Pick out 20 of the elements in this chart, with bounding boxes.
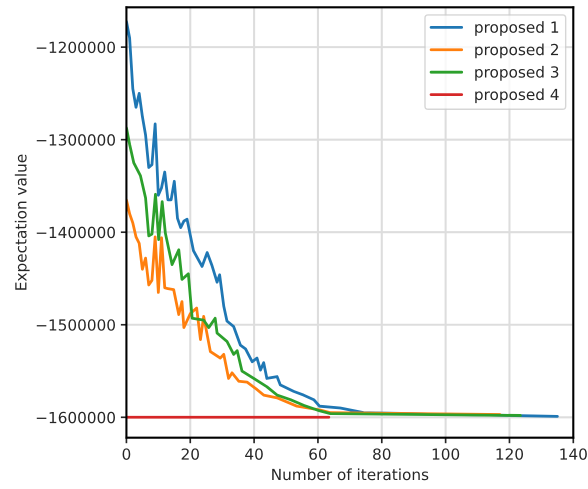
y-axis-title: Expectation value [14,154,30,290]
x-tick-label: 40 [245,448,263,460]
x-tick-label: 0 [122,448,130,460]
legend-label: proposed 2 [475,44,558,58]
legend-label: proposed 3 [475,66,558,81]
x-tick-label: 140 [560,448,587,460]
y-tick-label: −1600000 [36,412,115,424]
x-tick-label: 20 [182,448,199,460]
legend-label: proposed 4 [475,88,559,104]
x-tick-label: 60 [309,448,327,460]
y-tick-label: −1200000 [36,42,115,54]
x-tick-label: 80 [373,448,390,460]
line-series [126,126,522,417]
y-tick-label: −1400000 [36,226,115,238]
y-tick-label: −1300000 [36,134,115,146]
legend-label: proposed 1 [475,21,558,36]
x-tick-label: 100 [432,448,460,460]
x-tick-label: 120 [496,448,524,460]
y-tick-label: −1500000 [36,319,115,331]
x-axis-title: Number of iterations [272,468,428,480]
